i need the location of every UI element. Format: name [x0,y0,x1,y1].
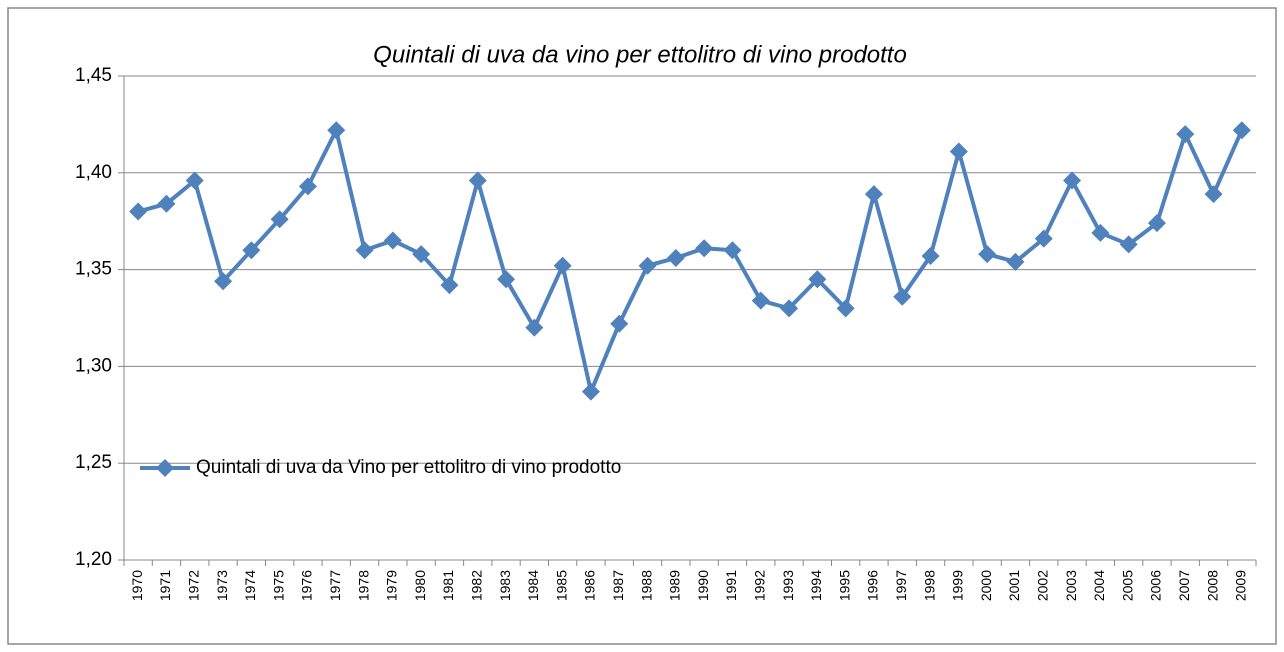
y-tick-label: 1,30 [75,355,112,376]
x-tick-label: 2001 [1006,570,1022,601]
data-point [525,318,544,337]
x-tick-label: 1998 [921,570,937,601]
data-point [836,299,855,318]
data-point [610,314,629,333]
x-tick-label: 1977 [327,570,343,601]
x-tick-label: 1990 [695,570,711,601]
x-tick-label: 1992 [751,570,767,601]
x-tick-label: 2003 [1063,570,1079,601]
x-tick-label: 1972 [185,570,201,601]
x-tick-label: 1975 [270,570,286,601]
data-point [1232,121,1251,140]
data-point [497,270,516,289]
data-point [412,245,431,264]
x-tick-label: 2006 [1148,570,1164,601]
data-point [723,241,742,260]
x-tick-label: 1997 [893,570,909,601]
data-point [214,272,233,291]
x-tick-label: 1987 [610,570,626,601]
data-point [695,239,714,258]
series-line [137,128,1244,394]
data-point [185,171,204,190]
data-point [1204,185,1223,204]
x-tick-label: 1978 [355,570,371,601]
y-tick-label: 1,35 [75,259,112,280]
x-tick-label: 2005 [1119,570,1135,601]
data-point [327,121,346,140]
data-point [440,276,459,295]
data-point [638,256,657,275]
data-point [751,291,770,310]
data-point [383,231,402,250]
data-point [1034,229,1053,248]
data-point [581,382,600,401]
x-tick-label: 1970 [129,570,145,601]
x-tick-label: 1973 [214,570,230,601]
x-tick-label: 1994 [808,570,824,601]
data-point [921,247,940,266]
data-point [270,210,289,229]
data-point [949,142,968,161]
data-point [780,299,799,318]
chart-border [7,7,1277,645]
y-tick-label: 1,40 [75,162,112,183]
data-point [864,185,883,204]
data-point [893,287,912,306]
x-tick-label: 2004 [1091,570,1107,601]
x-tick-label: 1986 [582,570,598,601]
x-tick-label: 2008 [1204,570,1220,601]
x-tick-label: 1982 [468,570,484,601]
y-tick-label: 1,25 [75,452,112,473]
x-tick-label: 1979 [384,570,400,601]
data-point [298,177,317,196]
chart-title: Quintali di uva da vino per ettolitro di… [373,41,907,68]
data-point [355,241,374,260]
data-point [1091,223,1110,242]
x-tick-label: 1976 [299,570,315,601]
x-tick-label: 1983 [497,570,513,601]
legend-label: Quintali di uva da Vino per ettolitro di… [196,457,621,478]
x-tick-label: 1971 [157,570,173,601]
x-tick-label: 2000 [978,570,994,601]
x-tick-label: 1995 [836,570,852,601]
data-point [1119,235,1138,254]
data-point [157,194,176,213]
data-point [666,248,685,267]
data-point [808,270,827,289]
data-point [1176,125,1195,144]
x-tick-label: 2002 [1034,570,1050,601]
data-point [129,202,148,221]
legend-marker [156,459,174,477]
x-tick-label: 1985 [553,570,569,601]
x-tick-label: 2007 [1176,570,1192,601]
x-tick-label: 1999 [950,570,966,601]
x-tick-label: 2009 [1233,570,1249,601]
data-point [242,241,261,260]
x-tick-label: 1984 [525,570,541,601]
x-tick-label: 1993 [780,570,796,601]
y-tick-label: 1,45 [75,65,112,86]
x-tick-label: 1980 [412,570,428,601]
x-tick-label: 1989 [667,570,683,601]
x-tick-label: 1981 [440,570,456,601]
data-point [553,256,572,275]
data-point [978,245,997,264]
data-point [468,171,487,190]
x-tick-label: 1988 [638,570,654,601]
x-tick-label: 1991 [723,570,739,601]
x-tick-label: 1996 [865,570,881,601]
x-tick-label: 1974 [242,570,258,601]
data-point [1063,171,1082,190]
y-tick-label: 1,20 [75,549,112,570]
data-point [1006,252,1025,271]
data-point [1147,214,1166,233]
